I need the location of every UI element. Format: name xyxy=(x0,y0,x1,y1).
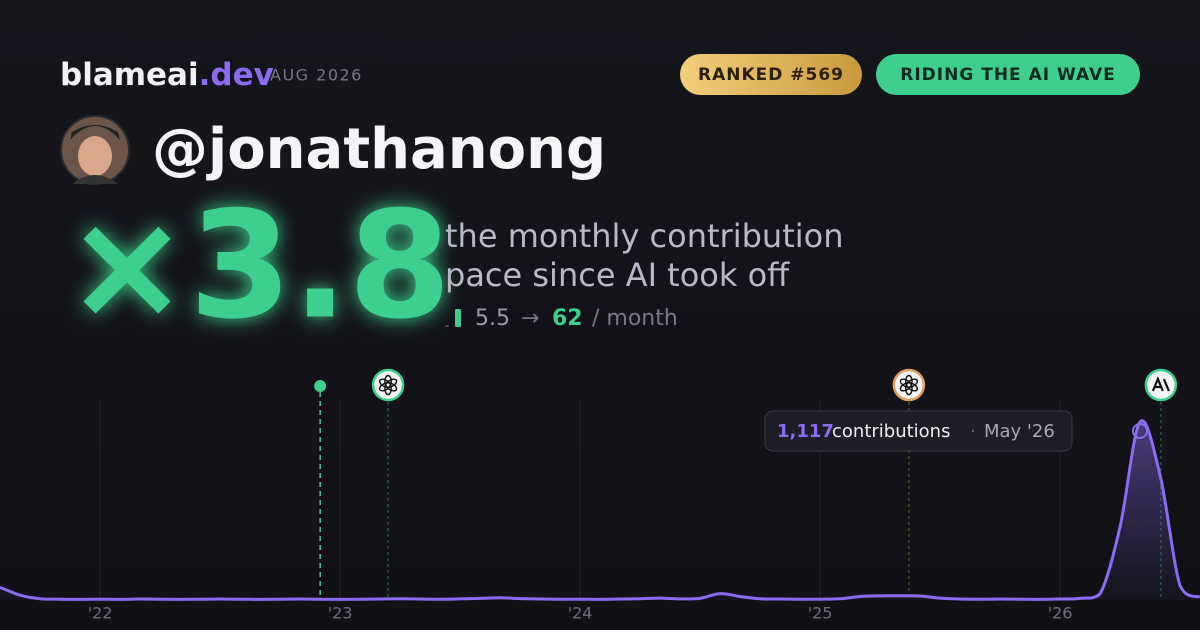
event-dot xyxy=(314,380,327,392)
x-tick-label: '26 xyxy=(1048,604,1073,623)
multiplier: ×3.8 xyxy=(65,180,451,352)
handle: @jonathanong xyxy=(152,117,606,182)
description: pace since AI took off xyxy=(445,256,790,294)
x-tick-label: '25 xyxy=(808,604,833,623)
glyph xyxy=(899,378,912,389)
brand-name: blameai xyxy=(60,57,199,93)
status-badge xyxy=(876,54,1140,95)
unit: / month xyxy=(592,306,678,331)
brand: blameai.dev xyxy=(60,57,274,93)
glyph xyxy=(1151,376,1170,392)
event-icon xyxy=(371,368,405,402)
description: the monthly contribution xyxy=(445,217,843,255)
glyph xyxy=(378,378,392,389)
tooltip xyxy=(764,410,1073,452)
rank-badge-text: RANKED #569 xyxy=(698,65,844,85)
rank-badge xyxy=(680,54,862,95)
date: AUG 2026 xyxy=(270,66,363,85)
tooltip-unit: contributions xyxy=(832,421,950,442)
status-badge-text: RIDING THE AI WAVE xyxy=(900,65,1115,85)
avatar xyxy=(60,115,130,185)
after-bar xyxy=(455,309,461,327)
after-value: 62 xyxy=(552,306,583,331)
peak-marker xyxy=(1132,422,1148,439)
event-glyph xyxy=(1151,376,1170,392)
tooltip-date: May '26 xyxy=(984,421,1055,442)
before-bar xyxy=(445,325,449,327)
x-tick-label: '23 xyxy=(328,604,353,623)
event-glyph xyxy=(899,374,919,396)
brand-suffix: .dev xyxy=(199,57,274,93)
x-tick-label: '24 xyxy=(568,604,593,623)
tooltip-value: 1,117 xyxy=(777,421,834,442)
line xyxy=(0,419,1200,601)
event-glyph xyxy=(378,374,398,396)
event-icon xyxy=(892,368,926,402)
arrow: → xyxy=(521,306,539,331)
before-value: 5.5 xyxy=(475,306,510,331)
x-tick-label: '22 xyxy=(88,604,113,623)
tooltip-separator: · xyxy=(970,421,976,442)
